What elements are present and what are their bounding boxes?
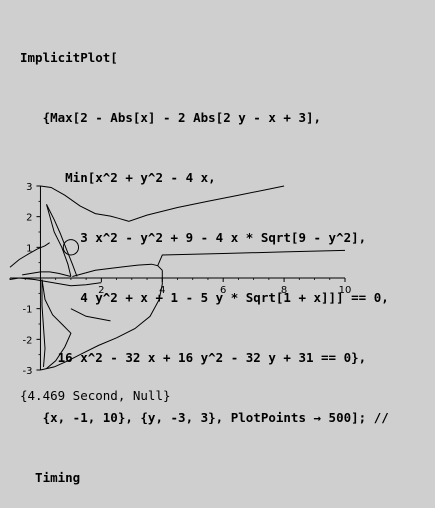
y-tick-label: 1 bbox=[26, 243, 32, 254]
y-tick-label: -3 bbox=[22, 366, 32, 377]
y-tick-label: 3 bbox=[26, 182, 32, 193]
output-cell: {4.469 Second, Null} bbox=[20, 388, 171, 403]
x-tick-label: 10 bbox=[339, 285, 352, 296]
x-tick-label: 6 bbox=[220, 285, 226, 296]
input-line: Timing bbox=[20, 470, 81, 485]
x-tick-label: 8 bbox=[281, 285, 287, 296]
x-tick-label: 4 bbox=[159, 285, 165, 296]
curve-series bbox=[22, 271, 72, 277]
curve-series bbox=[9, 242, 50, 268]
input-line: ImplicitPlot[ bbox=[20, 50, 118, 65]
curve-series bbox=[117, 185, 285, 222]
input-line: 4 y^2 + x + 1 - 5 y * Sqrt[1 + x]]] == 0… bbox=[20, 290, 389, 305]
y-tick-label: -1 bbox=[22, 305, 32, 316]
x-tick-label: 2 bbox=[98, 285, 104, 296]
curve-series bbox=[9, 277, 102, 287]
y-tick-label: -2 bbox=[22, 335, 32, 346]
curve-series bbox=[40, 270, 163, 371]
curve-series bbox=[157, 249, 346, 266]
curve-series bbox=[72, 263, 163, 277]
plot-svg: 2 4 6 8 10 -3 -2 -1 1 2 3 bbox=[9, 182, 352, 377]
input-line: Min[x^2 + y^2 - 4 x, bbox=[20, 170, 216, 185]
curve-series bbox=[46, 204, 72, 277]
eye-circle bbox=[62, 239, 80, 256]
input-line: {Max[2 - Abs[x] - 2 Abs[2 y - x + 3], bbox=[20, 110, 322, 125]
curve-series bbox=[41, 279, 72, 369]
curve-series bbox=[70, 308, 111, 322]
input-line: 3 x^2 - y^2 + 9 - 4 x * Sqrt[9 - y^2], bbox=[20, 230, 367, 245]
curve-series bbox=[46, 204, 78, 277]
input-line: 16 x^2 - 32 x + 16 y^2 - 32 y + 31 == 0}… bbox=[20, 350, 367, 365]
implicit-plot: 2 4 6 8 10 -3 -2 -1 1 2 3 bbox=[0, 172, 435, 384]
curve-series bbox=[41, 279, 46, 367]
curve-series bbox=[40, 185, 119, 219]
y-tick-label: 2 bbox=[26, 213, 32, 224]
input-line: {x, -1, 10}, {y, -3, 3}, PlotPoints → 50… bbox=[20, 410, 389, 425]
